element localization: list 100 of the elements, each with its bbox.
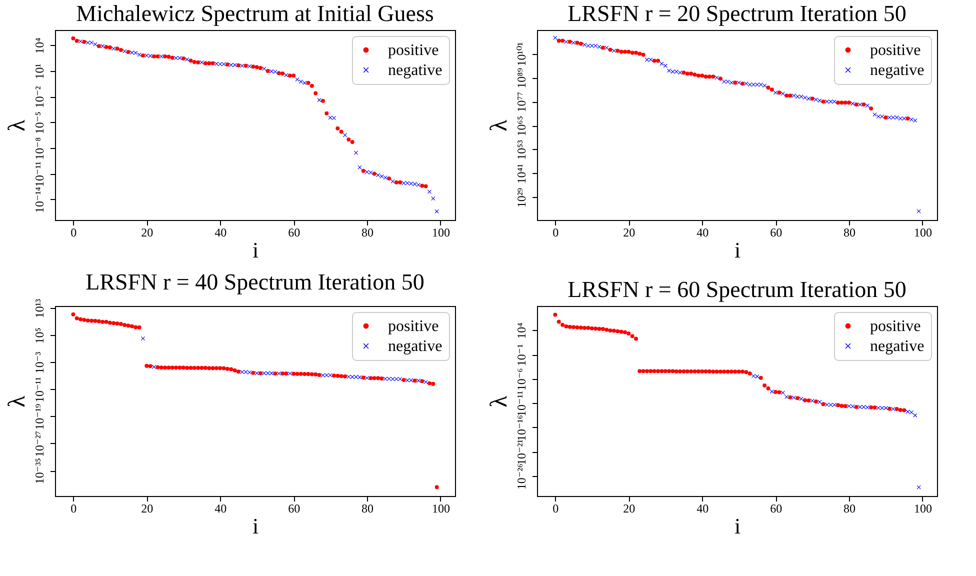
point (108, 45, 112, 50)
point (578, 42, 583, 46)
point (358, 375, 362, 380)
y-tick-label: 10⁻³ (32, 351, 46, 374)
y-tick-label: 10⁻²¹ (514, 439, 528, 466)
point (906, 116, 910, 121)
y-axis-title: λ (4, 119, 30, 132)
point (891, 116, 896, 120)
point (185, 57, 190, 62)
x-tick-label: 60 (288, 226, 300, 240)
point (814, 98, 818, 102)
x-axis-title: i (252, 238, 259, 262)
point (266, 371, 270, 376)
point (214, 62, 218, 66)
point (178, 56, 182, 60)
point (891, 407, 896, 412)
point (380, 174, 384, 178)
chart-title: Michalewicz Spectrum at Initial Guess (76, 1, 434, 26)
y-axis-title: λ (486, 395, 512, 408)
y-tick-label: 10⁻¹ (514, 344, 528, 366)
point (137, 52, 142, 57)
point (368, 170, 373, 174)
point (869, 106, 874, 111)
point (572, 40, 576, 45)
x-tick-label: 20 (623, 502, 636, 516)
point (412, 182, 417, 186)
point (792, 94, 796, 98)
point (821, 100, 826, 104)
point (865, 104, 870, 108)
point (134, 50, 138, 55)
point (678, 70, 682, 75)
point (361, 168, 366, 173)
point (376, 173, 380, 178)
point (310, 84, 314, 88)
point (630, 50, 634, 55)
x-tick-label: 100 (432, 502, 450, 516)
y-tick-label: 10⁻¹⁶ (514, 414, 528, 442)
point (670, 70, 675, 74)
point (594, 44, 598, 48)
x-axis-title: i (252, 514, 259, 538)
point (346, 137, 351, 142)
point (858, 102, 862, 107)
point (170, 56, 174, 60)
point (608, 48, 612, 52)
y-tick-label: 10⁷⁷ (514, 92, 528, 112)
point (876, 406, 880, 410)
point (210, 61, 215, 66)
point (638, 52, 642, 56)
legend-label: negative (388, 62, 442, 79)
point (568, 40, 572, 44)
point (663, 64, 668, 68)
point (270, 69, 274, 74)
point (192, 60, 196, 64)
y-tick-label: 10⁻² (32, 86, 46, 108)
point (122, 49, 127, 54)
point (840, 100, 844, 105)
point (818, 98, 822, 103)
point (306, 80, 310, 85)
point (240, 64, 244, 68)
point (762, 84, 767, 88)
x-tick-label: 40 (696, 502, 709, 516)
point (86, 40, 90, 45)
legend-label: positive (870, 42, 921, 59)
point (258, 66, 263, 70)
point (850, 102, 855, 106)
point (770, 390, 774, 394)
point (714, 76, 719, 80)
point (409, 378, 414, 382)
point (711, 74, 716, 79)
legend-label: positive (870, 318, 921, 335)
point (718, 76, 722, 81)
point (298, 80, 303, 84)
x-tick-label: 20 (141, 502, 154, 516)
point (828, 100, 833, 104)
x-tick-label: 100 (914, 502, 932, 516)
y-tick-label: 10⁸⁹ (514, 68, 528, 88)
x-axis-title: i (734, 238, 741, 262)
point (232, 62, 237, 67)
point (600, 46, 605, 50)
point (416, 182, 420, 187)
point (704, 74, 708, 79)
point (913, 118, 918, 123)
point (865, 405, 870, 410)
point (752, 82, 756, 87)
point (850, 404, 855, 408)
point (302, 80, 307, 85)
point (832, 402, 836, 407)
y-axis-title: λ (4, 395, 30, 408)
point (71, 36, 76, 40)
point (612, 48, 616, 53)
point (824, 402, 829, 407)
point (394, 180, 398, 184)
point (244, 370, 248, 374)
point (641, 52, 646, 57)
point (203, 61, 208, 66)
point (409, 182, 414, 186)
point (148, 54, 152, 58)
point (207, 61, 212, 66)
point (181, 56, 186, 61)
point (707, 74, 712, 79)
